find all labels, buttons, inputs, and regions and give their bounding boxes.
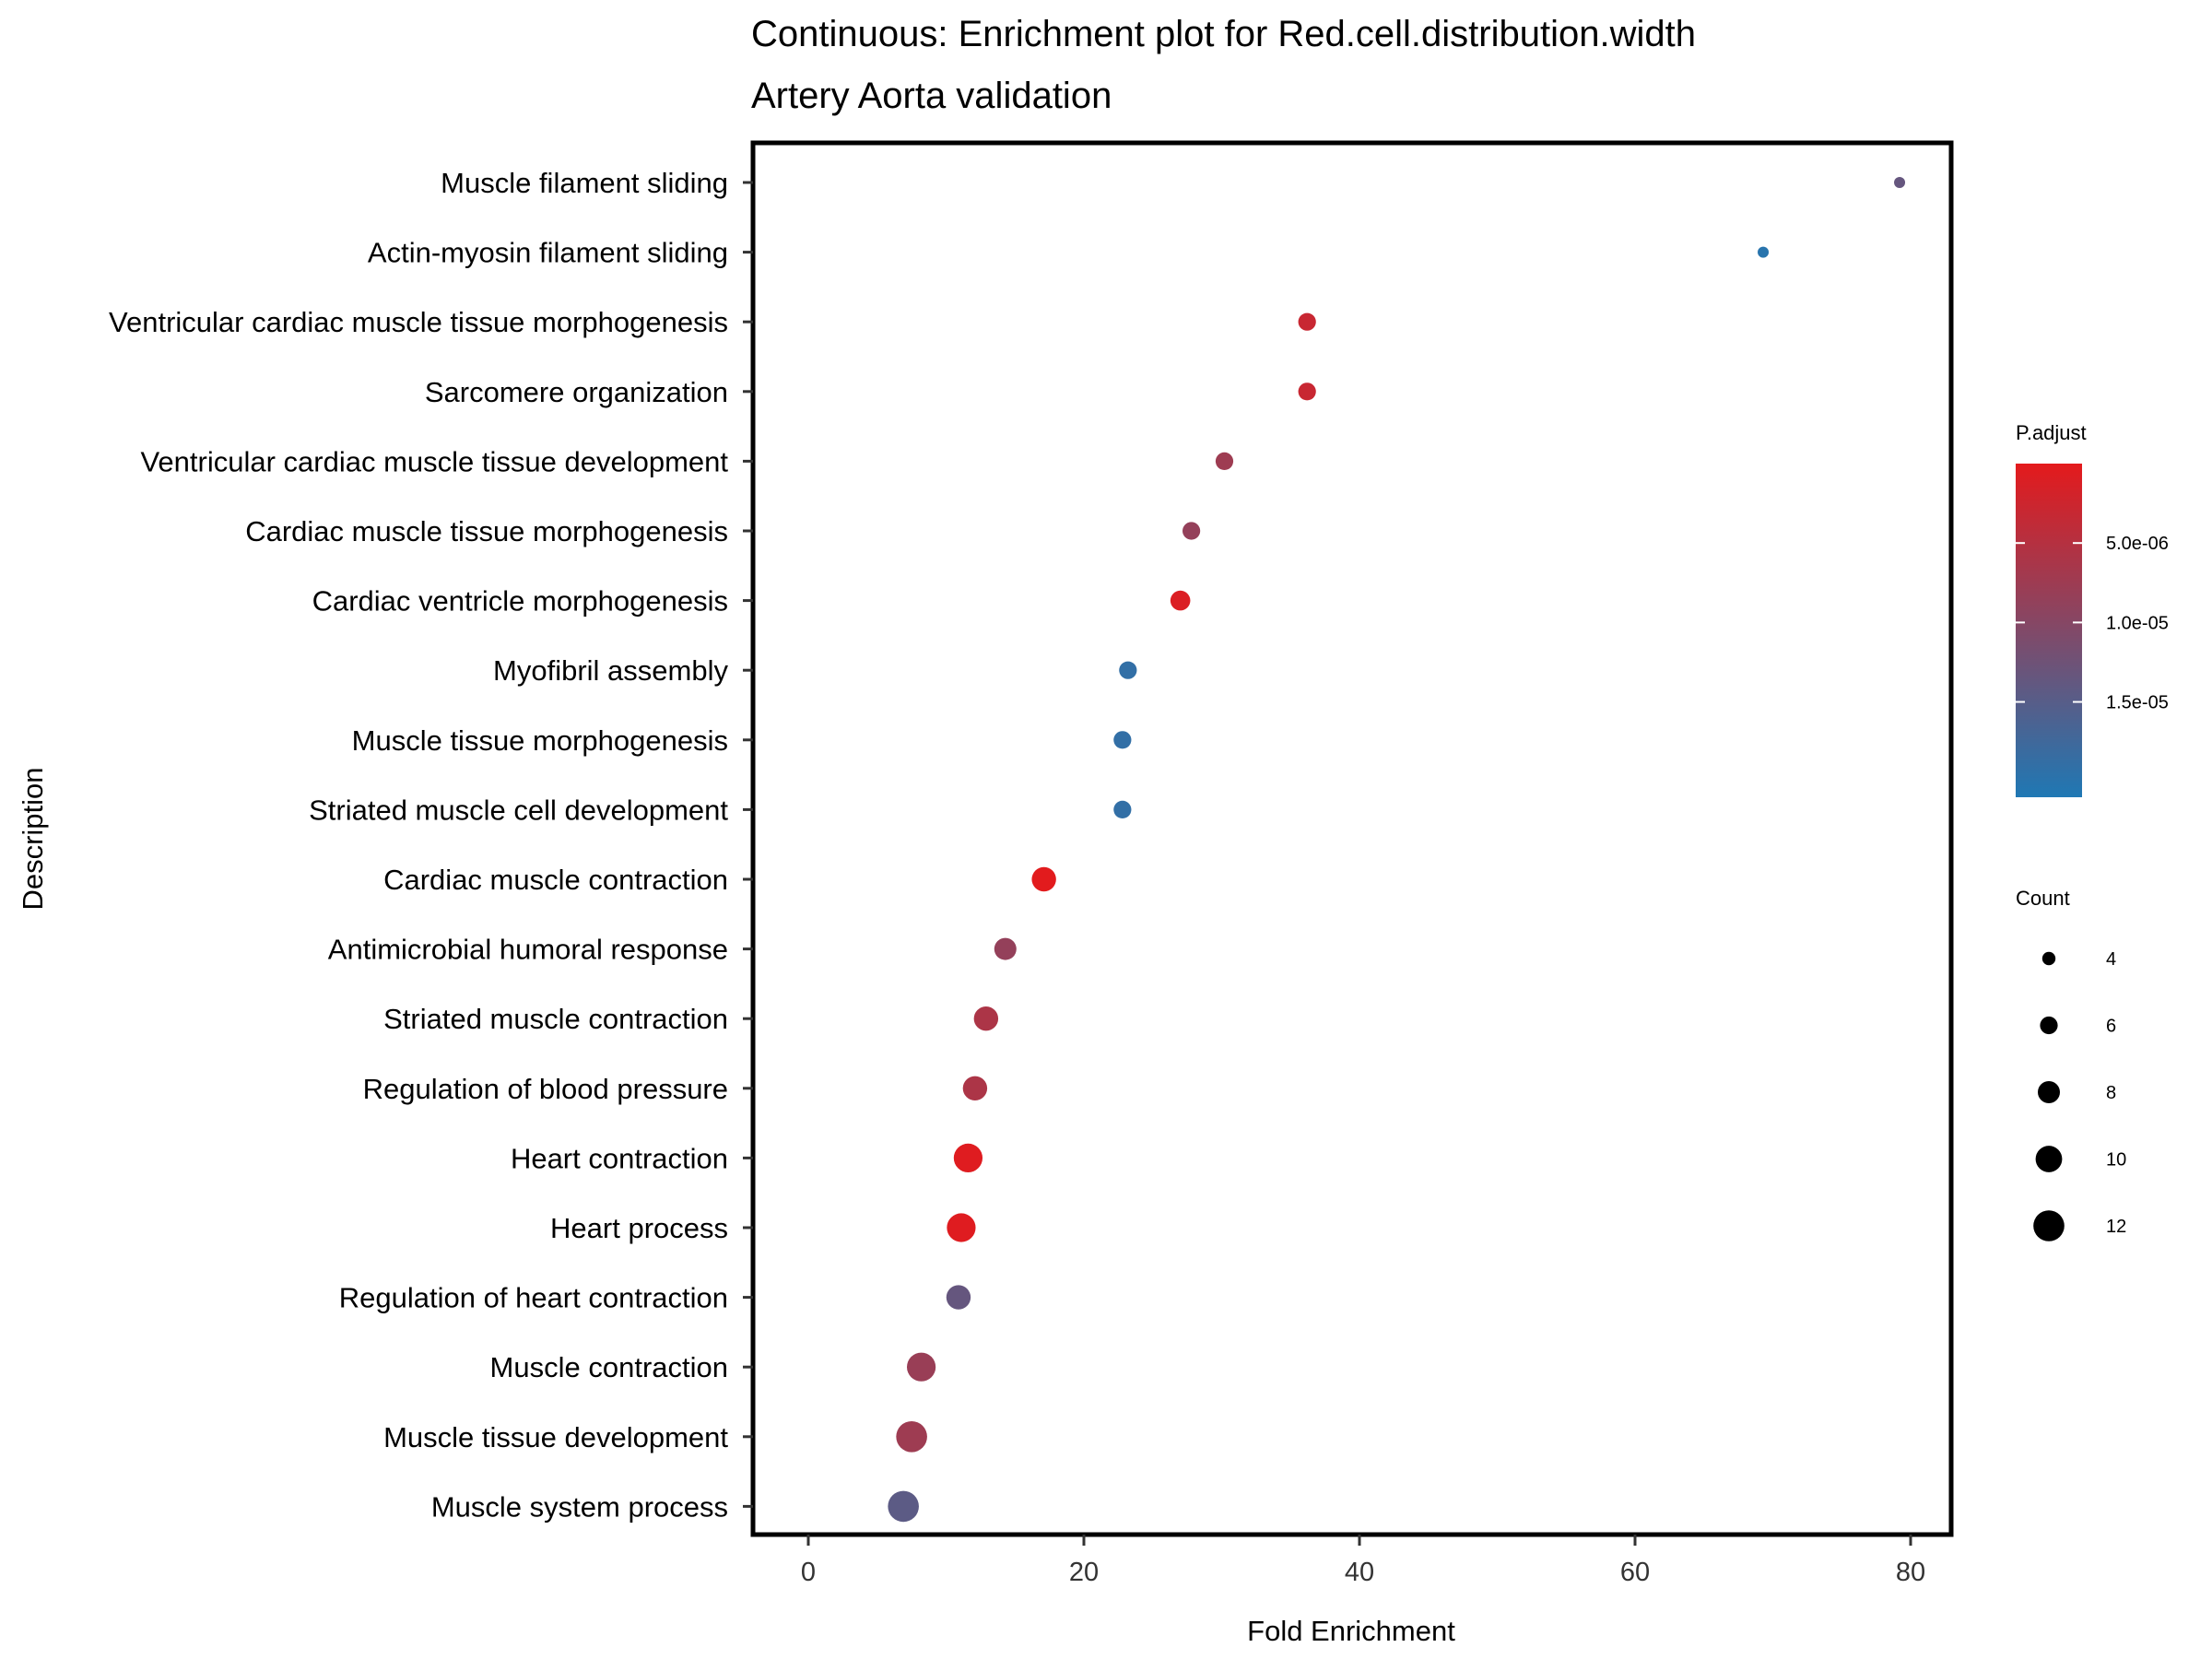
data-point xyxy=(1031,866,1056,892)
size-legend-title: Count xyxy=(2016,887,2070,910)
y-tick-label: Sarcomere organization xyxy=(425,376,728,408)
y-tick-label: Heart contraction xyxy=(511,1142,728,1174)
color-legend: P.adjust 5.0e-06 1.0e-05 1.5e-05 xyxy=(2016,421,2169,797)
y-tick-label: Regulation of blood pressure xyxy=(363,1073,728,1105)
y-tick-label: Muscle system process xyxy=(431,1490,728,1523)
y-tick-label: Striated muscle contraction xyxy=(383,1003,728,1035)
data-point xyxy=(962,1076,988,1101)
y-tick-label: Antimicrobial humoral response xyxy=(328,934,728,966)
data-point xyxy=(1119,661,1137,679)
size-legend: Count 4 6 8 10 12 xyxy=(2016,887,2126,1241)
data-point xyxy=(973,1006,999,1031)
y-tick-label: Cardiac muscle contraction xyxy=(383,864,728,896)
x-tick-label: 80 xyxy=(1896,1558,1925,1587)
size-legend-dot xyxy=(2033,1210,2065,1241)
y-tick-label: Actin-myosin filament sliding xyxy=(368,237,728,269)
data-point xyxy=(896,1421,927,1453)
y-tick-label: Heart process xyxy=(550,1212,728,1244)
chart-title: Continuous: Enrichment plot for Red.cell… xyxy=(751,14,1696,54)
color-legend-label: 1.0e-05 xyxy=(2106,613,2169,633)
y-axis-title: Description xyxy=(17,767,49,910)
x-axis-title: Fold Enrichment xyxy=(1247,1615,1455,1647)
size-legend-label: 4 xyxy=(2106,949,2116,970)
data-point xyxy=(953,1143,983,1172)
size-legend-label: 10 xyxy=(2106,1150,2126,1171)
color-legend-label: 1.5e-05 xyxy=(2106,693,2169,713)
size-legend-label: 6 xyxy=(2106,1017,2116,1037)
y-axis-ticks xyxy=(743,181,753,1508)
data-point xyxy=(1758,246,1770,258)
color-legend-ticks: 5.0e-06 1.0e-05 1.5e-05 xyxy=(2016,534,2169,713)
y-tick-label: Muscle tissue development xyxy=(383,1421,728,1453)
color-legend-title: P.adjust xyxy=(2016,421,2087,444)
data-point xyxy=(1170,590,1191,611)
data-point xyxy=(906,1352,936,1382)
y-tick-label: Myofibril assembly xyxy=(493,654,728,687)
data-point xyxy=(946,1285,971,1310)
plot-panel xyxy=(750,140,1954,1537)
x-tick-label: 60 xyxy=(1620,1558,1650,1587)
y-tick-label: Regulation of heart contraction xyxy=(339,1282,728,1314)
data-point xyxy=(1113,800,1132,819)
color-legend-bar xyxy=(2016,464,2082,797)
x-tick-label: 0 xyxy=(801,1558,816,1587)
y-tick-label: Striated muscle cell development xyxy=(309,794,728,826)
y-tick-label: Cardiac muscle tissue morphogenesis xyxy=(245,515,728,547)
x-tick-label: 40 xyxy=(1345,1558,1374,1587)
color-legend-label: 5.0e-06 xyxy=(2106,534,2169,554)
data-points xyxy=(888,177,1906,1523)
data-point xyxy=(947,1213,976,1242)
data-point xyxy=(1215,452,1234,470)
size-legend-dot xyxy=(2038,1081,2060,1103)
y-tick-label: Muscle filament sliding xyxy=(441,167,728,199)
data-point xyxy=(994,937,1017,960)
y-tick-label: Muscle tissue morphogenesis xyxy=(352,724,728,757)
data-point xyxy=(888,1490,919,1523)
y-tick-label: Ventricular cardiac muscle tissue morpho… xyxy=(109,306,728,338)
size-legend-label: 8 xyxy=(2106,1083,2116,1103)
x-axis-ticks: 0 20 40 60 80 xyxy=(801,1535,1925,1587)
data-point xyxy=(1113,731,1132,749)
data-point xyxy=(1298,382,1316,401)
size-legend-label: 12 xyxy=(2106,1217,2126,1237)
size-legend-items: 4 6 8 10 12 xyxy=(2033,949,2126,1241)
chart-subtitle: Artery Aorta validation xyxy=(751,76,1112,116)
data-point xyxy=(1182,522,1201,540)
y-tick-label: Muscle contraction xyxy=(490,1351,728,1383)
y-axis-labels: Muscle filament sliding Actin-myosin fila… xyxy=(109,167,728,1523)
size-legend-dot xyxy=(2041,951,2056,966)
data-point xyxy=(1894,177,1906,188)
size-legend-dot xyxy=(2040,1016,2058,1035)
x-tick-label: 20 xyxy=(1069,1558,1099,1587)
y-tick-label: Cardiac ventricle morphogenesis xyxy=(312,585,728,618)
y-tick-label: Ventricular cardiac muscle tissue develo… xyxy=(140,445,728,477)
data-point xyxy=(1298,312,1316,331)
size-legend-dot xyxy=(2035,1146,2063,1172)
